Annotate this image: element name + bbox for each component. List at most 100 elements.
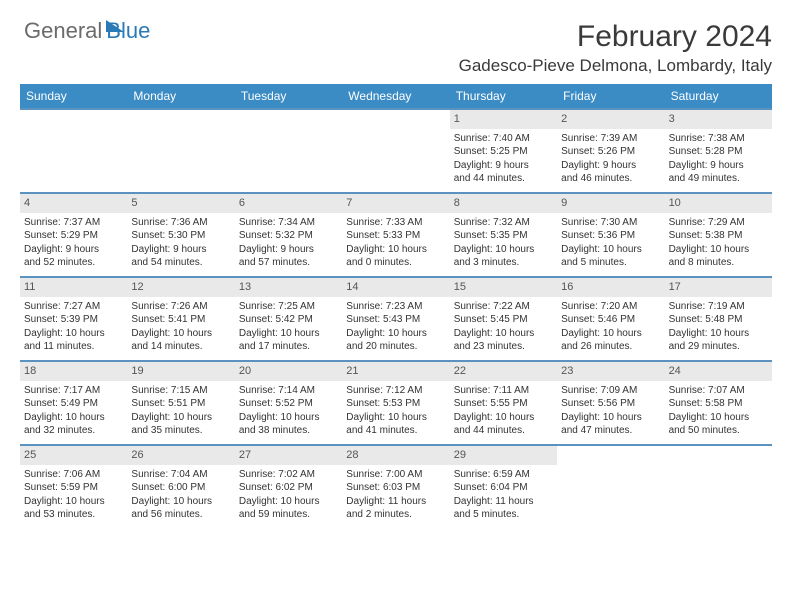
day-cell: 14Sunrise: 7:23 AMSunset: 5:43 PMDayligh… [342,278,449,360]
day-day2: and 41 minutes. [346,424,445,438]
day-day1: Daylight: 10 hours [24,495,123,509]
day-sunrise: Sunrise: 7:19 AM [669,300,768,314]
day-sunrise: Sunrise: 7:25 AM [239,300,338,314]
day-day2: and 8 minutes. [669,256,768,270]
day-day2: and 0 minutes. [346,256,445,270]
week-row: 25Sunrise: 7:06 AMSunset: 5:59 PMDayligh… [20,444,772,528]
day-sunset: Sunset: 5:32 PM [239,229,338,243]
day-sunset: Sunset: 5:30 PM [131,229,230,243]
day-number: 23 [557,362,664,381]
day-day1: Daylight: 10 hours [454,243,553,257]
day-day2: and 14 minutes. [131,340,230,354]
day-day1: Daylight: 11 hours [346,495,445,509]
day-number: 26 [127,446,234,465]
day-sunset: Sunset: 5:29 PM [24,229,123,243]
day-number: 21 [342,362,449,381]
day-cell: 8Sunrise: 7:32 AMSunset: 5:35 PMDaylight… [450,194,557,276]
day-sunrise: Sunrise: 7:09 AM [561,384,660,398]
day-sunrise: Sunrise: 7:04 AM [131,468,230,482]
day-cell: 26 Sunrise: 7:04 AMSunset: 6:00 PMDayligh… [127,446,234,528]
day-sunset: Sunset: 5:42 PM [239,313,338,327]
day-sunrise: Sunrise: 7:11 AM [454,384,553,398]
day-sunrise: Sunrise: 7:26 AM [131,300,230,314]
location: Gadesco-Pieve Delmona, Lombardy, Italy [459,56,772,76]
day-number: 1 [450,110,557,129]
header: General Blue February 2024 Gadesco-Pieve… [20,20,772,76]
day-day2: and 17 minutes. [239,340,338,354]
day-sunrise: Sunrise: 7:02 AM [239,468,338,482]
day-number: 18 [20,362,127,381]
day-sunrise: Sunrise: 7:20 AM [561,300,660,314]
day-cell: 17Sunrise: 7:19 AMSunset: 5:48 PMDayligh… [665,278,772,360]
day-number: 10 [665,194,772,213]
day-number: 5 [127,194,234,213]
day-sunset: Sunset: 5:49 PM [24,397,123,411]
day-day2: and 2 minutes. [346,508,445,522]
day-day2: and 47 minutes. [561,424,660,438]
weekday-label: Sunday [20,84,127,108]
day-day1: Daylight: 11 hours [454,495,553,509]
day-day1: Daylight: 10 hours [454,411,553,425]
day-day2: and 20 minutes. [346,340,445,354]
month-title: February 2024 [459,20,772,54]
day-day1: Daylight: 10 hours [239,495,338,509]
day-day1: Daylight: 10 hours [131,495,230,509]
day-sunset: Sunset: 5:56 PM [561,397,660,411]
day-number: 28 [342,446,449,465]
day-day2: and 23 minutes. [454,340,553,354]
day-number: 25 [20,446,127,465]
day-cell: 21Sunrise: 7:12 AMSunset: 5:53 PMDayligh… [342,362,449,444]
week-row: 4Sunrise: 7:37 AMSunset: 5:29 PMDaylight… [20,192,772,276]
day-number: 19 [127,362,234,381]
day-day1: Daylight: 10 hours [239,411,338,425]
day-cell: 20Sunrise: 7:14 AMSunset: 5:52 PMDayligh… [235,362,342,444]
day-cell: 29Sunrise: 6:59 AMSunset: 6:04 PMDayligh… [450,446,557,528]
day-day1: Daylight: 10 hours [561,243,660,257]
day-sunset: Sunset: 6:04 PM [454,481,553,495]
day-sunset: Sunset: 5:35 PM [454,229,553,243]
day-number: 27 [235,446,342,465]
day-sunrise: Sunrise: 7:36 AM [131,216,230,230]
day-day1: Daylight: 9 hours [669,159,768,173]
weekday-label: Wednesday [342,84,449,108]
weekday-label: Tuesday [235,84,342,108]
day-sunrise: Sunrise: 7:33 AM [346,216,445,230]
day-sunset: Sunset: 5:43 PM [346,313,445,327]
day-day2: and 44 minutes. [454,424,553,438]
calendar: SundayMondayTuesdayWednesdayThursdayFrid… [20,84,772,528]
day-day1: Daylight: 9 hours [24,243,123,257]
weekday-label: Thursday [450,84,557,108]
day-day1: Daylight: 10 hours [131,327,230,341]
day-day2: and 49 minutes. [669,172,768,186]
day-day2: and 3 minutes. [454,256,553,270]
day-cell: 5 Sunrise: 7:36 AMSunset: 5:30 PMDaylight… [127,194,234,276]
day-cell: 10Sunrise: 7:29 AMSunset: 5:38 PMDayligh… [665,194,772,276]
day-cell: 2Sunrise: 7:39 AMSunset: 5:26 PMDaylight… [557,110,664,192]
day-sunrise: Sunrise: 7:38 AM [669,132,768,146]
day-day2: and 11 minutes. [24,340,123,354]
day-day2: and 35 minutes. [131,424,230,438]
day-cell: 16Sunrise: 7:20 AMSunset: 5:46 PMDayligh… [557,278,664,360]
day-sunset: Sunset: 6:02 PM [239,481,338,495]
day-day2: and 26 minutes. [561,340,660,354]
day-day2: and 56 minutes. [131,508,230,522]
day-cell: 24Sunrise: 7:07 AMSunset: 5:58 PMDayligh… [665,362,772,444]
day-number: 8 [450,194,557,213]
week-row: 1Sunrise: 7:40 AMSunset: 5:25 PMDaylight… [20,108,772,192]
day-cell: 15Sunrise: 7:22 AMSunset: 5:45 PMDayligh… [450,278,557,360]
day-number: 4 [20,194,127,213]
day-day2: and 53 minutes. [24,508,123,522]
day-sunset: Sunset: 5:55 PM [454,397,553,411]
day-sunset: Sunset: 5:26 PM [561,145,660,159]
day-day1: Daylight: 10 hours [346,411,445,425]
day-day1: Daylight: 10 hours [346,243,445,257]
day-day1: Daylight: 9 hours [131,243,230,257]
day-number: 7 [342,194,449,213]
day-sunrise: Sunrise: 7:15 AM [131,384,230,398]
day-cell: 3Sunrise: 7:38 AMSunset: 5:28 PMDaylight… [665,110,772,192]
day-sunset: Sunset: 5:48 PM [669,313,768,327]
day-sunset: Sunset: 5:45 PM [454,313,553,327]
day-sunrise: Sunrise: 7:22 AM [454,300,553,314]
day-sunset: Sunset: 6:00 PM [131,481,230,495]
day-day2: and 44 minutes. [454,172,553,186]
